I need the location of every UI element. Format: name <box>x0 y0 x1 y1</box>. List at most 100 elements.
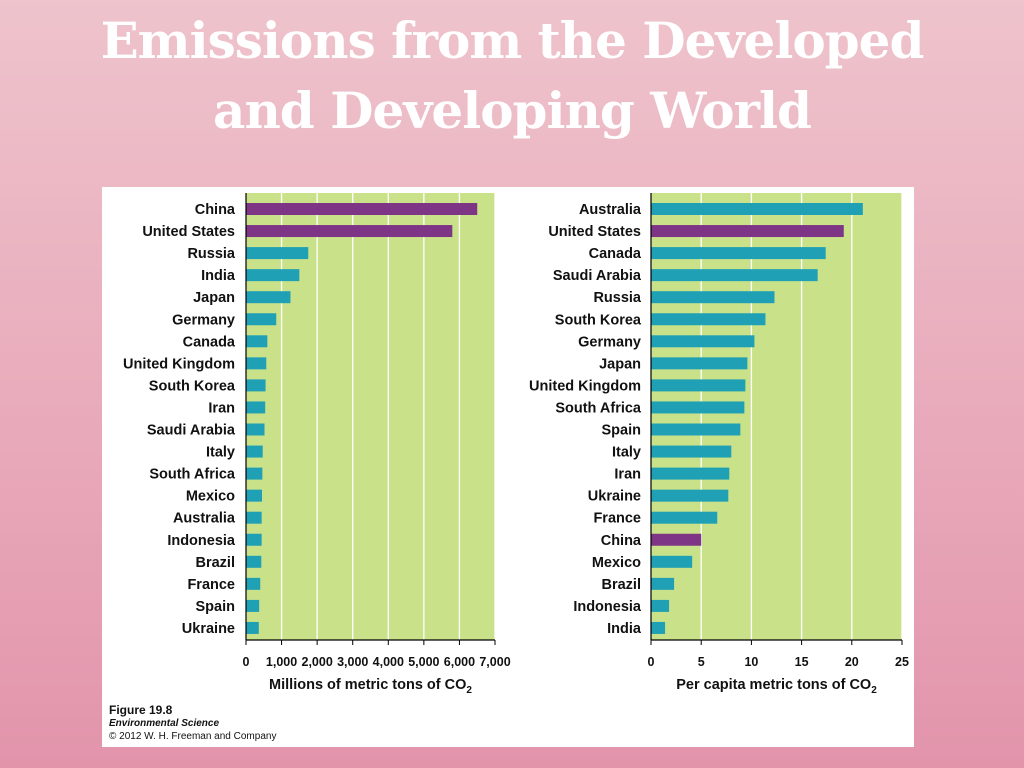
emissions-total-bar <box>246 555 262 568</box>
figure-panel: 0 1,000 2,000 3,000 4,000 5,000 6,000 7,000 Chin… <box>102 187 914 747</box>
emissions-per-capita-bar <box>651 379 746 392</box>
emissions-total-bar <box>246 291 291 304</box>
emissions-per-capita-bar <box>651 269 818 282</box>
emissions-total-x-axis-label: Millions of metric tons of CO2 <box>269 677 472 696</box>
emissions-per-capita-bar <box>651 489 729 502</box>
emissions-per-capita-bar <box>651 423 741 436</box>
emissions-per-capita-tick-label: 25 <box>895 655 909 669</box>
emissions-per-capita-category-label: India <box>607 621 642 637</box>
emissions-total-category-label: Japan <box>193 290 235 306</box>
emissions-total-bar <box>246 621 259 634</box>
emissions-total-bar <box>246 577 261 590</box>
emissions-total-tick-label: 7,000 <box>479 655 510 669</box>
emissions-per-capita-x-axis-label: Per capita metric tons of CO2 <box>676 677 877 696</box>
emissions-per-capita-bar <box>651 247 826 260</box>
emissions-per-capita-x-axis-label-subscript: 2 <box>871 685 877 696</box>
emissions-per-capita-category-label: Spain <box>602 423 641 439</box>
emissions-per-capita-bar <box>651 357 748 370</box>
emissions-total-category-label: Saudi Arabia <box>147 423 236 439</box>
emissions-per-capita-category-label: Australia <box>579 202 642 218</box>
slide-title-line-2: and Developing World <box>213 81 812 140</box>
emissions-total-category-label: Iran <box>208 400 235 416</box>
emissions-total-tick-label: 1,000 <box>266 655 297 669</box>
emissions-per-capita-bar <box>651 599 670 612</box>
emissions-per-capita-bar <box>651 335 755 348</box>
emissions-total-tick-label: 0 <box>243 655 250 669</box>
emissions-total-bar <box>246 313 277 326</box>
emissions-total-tick-label: 5,000 <box>408 655 439 669</box>
emissions-total-tick-label: 2,000 <box>302 655 333 669</box>
emissions-per-capita-bar <box>651 401 745 414</box>
emissions-total-x-axis-label-main: Millions of metric tons of CO <box>269 677 466 693</box>
emissions-per-capita-plot-area <box>651 193 902 640</box>
emissions-per-capita-tick-label: 5 <box>698 655 705 669</box>
emissions-total-category-label: Spain <box>196 599 235 615</box>
emissions-total-bar <box>246 445 263 458</box>
figure-number: Figure 19.8 <box>109 703 173 717</box>
emissions-per-capita-bar <box>651 555 693 568</box>
book-title: Environmental Science <box>109 718 220 729</box>
emissions-total-bar <box>246 467 263 480</box>
emissions-total-bar <box>246 247 309 260</box>
emissions-total-category-label: United Kingdom <box>123 356 235 372</box>
emissions-per-capita-bar <box>651 291 775 304</box>
emissions-per-capita-category-label: United States <box>548 224 641 240</box>
emissions-per-capita-category-label: Russia <box>593 290 641 306</box>
emissions-per-capita-bar <box>651 533 702 546</box>
emissions-per-capita-bar <box>651 577 675 590</box>
emissions-per-capita-category-label: Brazil <box>602 577 642 593</box>
emissions-total-bar <box>246 489 263 502</box>
slide-title-line-1: Emissions from the Developed <box>100 11 925 70</box>
emissions-per-capita-tick-label: 10 <box>744 655 758 669</box>
emissions-charts: 0 1,000 2,000 3,000 4,000 5,000 6,000 7,000 Chin… <box>123 193 909 696</box>
emissions-total-category-label: Australia <box>173 511 236 527</box>
emissions-total-plot-area <box>246 193 495 640</box>
emissions-per-capita-bar <box>651 467 730 480</box>
emissions-total-tick-label: 4,000 <box>373 655 404 669</box>
emissions-per-capita-bar <box>651 445 732 458</box>
emissions-total-bar <box>246 511 262 524</box>
emissions-per-capita-category-label: Indonesia <box>573 599 642 615</box>
emissions-per-capita-bar <box>651 313 766 326</box>
emissions-per-capita-category-label: South Africa <box>555 400 642 416</box>
emissions-total-bar <box>246 423 265 436</box>
emissions-total-bar <box>246 335 268 348</box>
emissions-per-capita-category-label: Mexico <box>592 555 641 571</box>
emissions-total-category-label: Ukraine <box>182 621 235 637</box>
emissions-total-bar <box>246 357 267 370</box>
emissions-total-category-label: India <box>201 268 236 284</box>
emissions-total-category-label: United States <box>142 224 235 240</box>
emissions-total-category-label: France <box>187 577 235 593</box>
emissions-total-category-label: Canada <box>183 334 236 350</box>
emissions-per-capita-bar <box>651 621 666 634</box>
emissions-per-capita-category-label: Italy <box>612 445 641 461</box>
emissions-per-capita-bar <box>651 511 718 524</box>
emissions-total-bar <box>246 225 453 238</box>
emissions-total-category-label: Germany <box>172 312 235 328</box>
emissions-per-capita-category-label: Saudi Arabia <box>553 268 642 284</box>
emissions-total-bar <box>246 203 478 215</box>
emissions-per-capita-bar <box>651 225 844 238</box>
emissions-total-bar <box>246 379 266 392</box>
copyright-line: © 2012 W. H. Freeman and Company <box>109 731 277 742</box>
emissions-per-capita-category-label: United Kingdom <box>529 378 641 394</box>
emissions-total-category-label: South Korea <box>149 378 236 394</box>
emissions-total-category-label: China <box>195 202 236 218</box>
emissions-total-category-label: Indonesia <box>167 533 236 549</box>
emissions-total-category-label: South Africa <box>149 467 236 483</box>
emissions-per-capita-tick-label: 0 <box>648 655 655 669</box>
slide-title: Emissions from the Developed and Develop… <box>0 6 1024 146</box>
emissions-per-capita-category-label: South Korea <box>555 312 642 328</box>
figure-caption: Figure 19.8 Environmental Science © 2012… <box>109 703 276 744</box>
emissions-per-capita-category-label: Ukraine <box>588 489 641 505</box>
emissions-total-tick-label: 3,000 <box>337 655 368 669</box>
emissions-per-capita-tick-label: 15 <box>795 655 809 669</box>
emissions-per-capita-category-label: France <box>593 511 641 527</box>
emissions-per-capita-bar <box>651 203 863 215</box>
emissions-per-capita-tick-label: 20 <box>845 655 859 669</box>
emissions-total-bar <box>246 599 260 612</box>
emissions-per-capita-x-axis-label-main: Per capita metric tons of CO <box>676 677 871 693</box>
emissions-total-category-label: Mexico <box>186 489 235 505</box>
emissions-per-capita-category-label: Canada <box>589 246 642 262</box>
emissions-per-capita-category-label: Germany <box>578 334 641 350</box>
